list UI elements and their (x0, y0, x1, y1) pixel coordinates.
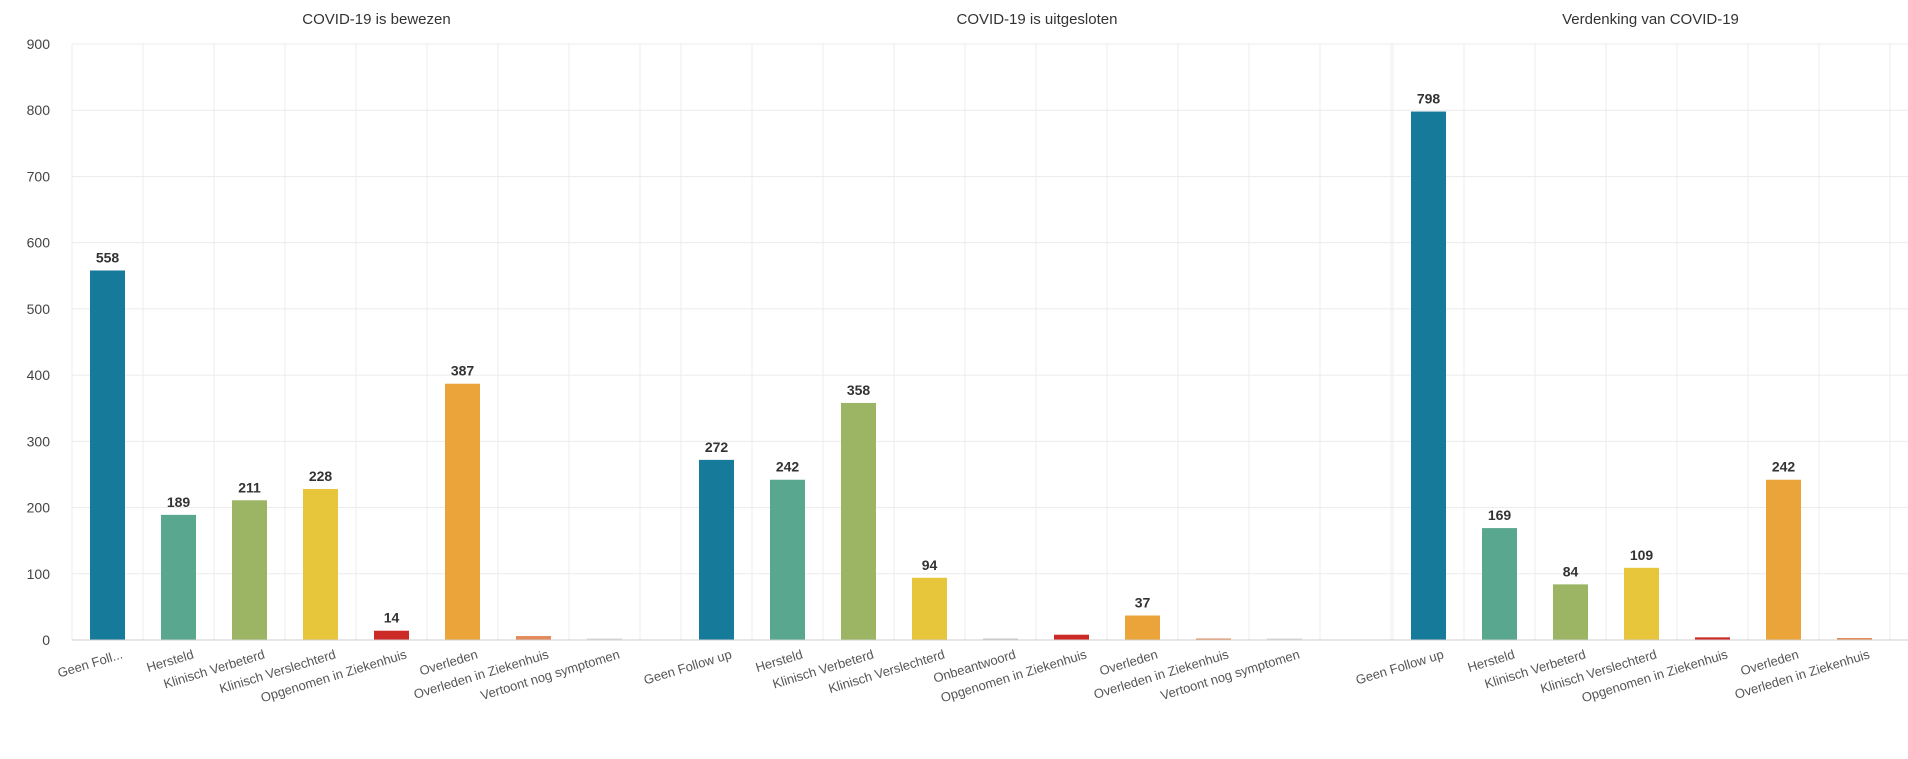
data-label: 169 (1488, 507, 1512, 523)
data-label: 242 (1772, 459, 1796, 475)
x-tick-label: Geen Follow up (1354, 647, 1445, 688)
panel-title: COVID-19 is bewezen (302, 11, 450, 28)
panel-title: COVID-19 is uitgesloten (957, 11, 1118, 28)
bar (699, 459, 734, 640)
bar (1482, 528, 1517, 640)
bar (587, 638, 622, 640)
y-tick-label: 100 (27, 566, 51, 582)
data-label: 94 (922, 557, 938, 573)
bar (1695, 637, 1730, 640)
data-label: 211 (238, 479, 261, 495)
bar (1837, 638, 1872, 640)
bar (90, 270, 125, 640)
bar (1624, 567, 1659, 640)
x-tick-label: Geen Foll... (56, 647, 125, 681)
y-tick-label: 600 (27, 235, 51, 251)
bar (445, 383, 480, 640)
y-tick-label: 500 (27, 301, 51, 317)
y-tick-label: 700 (27, 168, 51, 184)
bar (983, 638, 1018, 640)
data-label: 798 (1417, 91, 1441, 107)
data-label: 242 (776, 459, 800, 475)
y-tick-label: 0 (42, 632, 50, 648)
bar (841, 402, 876, 640)
bar (1766, 479, 1801, 640)
bar (1196, 638, 1231, 640)
data-label: 387 (451, 363, 475, 379)
data-label: 358 (847, 382, 871, 398)
bar (1267, 638, 1302, 640)
y-tick-label: 800 (27, 102, 51, 118)
data-label: 189 (167, 494, 191, 510)
data-label: 109 (1630, 547, 1654, 563)
bar (161, 514, 196, 640)
data-label: 228 (309, 468, 333, 484)
data-label: 558 (96, 249, 120, 265)
y-tick-label: 300 (27, 433, 51, 449)
y-tick-label: 900 (27, 36, 51, 52)
bar (912, 577, 947, 640)
bar (770, 479, 805, 640)
data-label: 14 (384, 610, 400, 626)
data-label: 84 (1563, 563, 1579, 579)
bar (1125, 615, 1160, 640)
bar (303, 489, 338, 640)
bar (232, 500, 267, 640)
data-label: 272 (705, 439, 729, 455)
y-tick-label: 400 (27, 367, 51, 383)
x-tick-label: Geen Follow up (642, 647, 733, 688)
data-label: 37 (1135, 594, 1151, 610)
bar (1411, 111, 1446, 640)
bar (516, 636, 551, 640)
panel-title: Verdenking van COVID-19 (1562, 11, 1739, 28)
bar (1054, 634, 1089, 640)
bar (1553, 584, 1588, 640)
y-tick-label: 200 (27, 500, 51, 516)
bar (374, 630, 409, 640)
